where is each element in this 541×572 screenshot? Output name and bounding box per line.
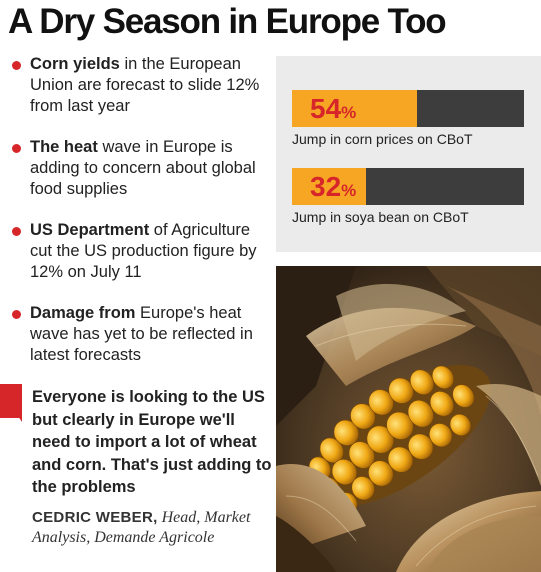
stat-number: 32 — [310, 171, 342, 202]
quote-attribution: CEDRIC WEBER, Head, Market Analysis, Dem… — [32, 508, 272, 548]
bullet-dot-icon — [12, 61, 21, 70]
stat-unit: % — [341, 103, 357, 122]
headline: A Dry Season in Europe Too — [8, 2, 447, 41]
bullet-text: Corn yields in the European Union are fo… — [30, 54, 270, 117]
stat-bar-track: 32% — [292, 168, 524, 205]
stat-label: Jump in corn prices on CBoT — [292, 131, 473, 147]
bullet-item: Damage from Europe's heat wave has yet t… — [12, 303, 270, 366]
bullet-dot-icon — [12, 144, 21, 153]
bullet-lead: Damage from — [30, 304, 136, 322]
quote-author-role: Head, Market Analysis, Demande Agricole — [32, 509, 251, 546]
stat-bar-fill — [292, 168, 367, 205]
bullet-rest: wave in Europe is adding to concern abou… — [30, 138, 256, 198]
bullet-item: The heat wave in Europe is adding to con… — [12, 137, 270, 200]
dried-corn-photo — [276, 266, 541, 572]
bullet-rest: in the European Union are forecast to sl… — [30, 55, 260, 115]
stat-bar-track: 54% — [292, 90, 524, 127]
bullet-item: US Department of Agriculture cut the US … — [12, 220, 270, 283]
bullet-text: The heat wave in Europe is adding to con… — [30, 137, 270, 200]
bullet-text: US Department of Agriculture cut the US … — [30, 220, 270, 283]
corn-cob-illustration — [276, 266, 541, 572]
bullet-rest: of Agriculture cut the US production fig… — [30, 221, 257, 281]
stat-value: 54% — [310, 92, 356, 130]
bullet-lead: Corn yields — [30, 55, 120, 73]
stat-value: 32% — [310, 170, 356, 208]
stats-panel: 54% Jump in corn prices on CBoT 32% Jump… — [276, 56, 541, 252]
quote-author: CEDRIC WEBER, — [32, 509, 158, 526]
stat-label: Jump in soya bean on CBoT — [292, 209, 469, 225]
stat-corn: 54% Jump in corn prices on CBoT — [292, 90, 524, 147]
bullet-lead: The heat — [30, 138, 98, 156]
stat-unit: % — [341, 181, 357, 200]
stat-bar-fill — [292, 90, 418, 127]
bullet-lead: US Department — [30, 221, 150, 239]
stat-number: 54 — [310, 93, 342, 124]
bullet-item: Corn yields in the European Union are fo… — [12, 54, 270, 117]
bullet-dot-icon — [12, 310, 21, 319]
bullet-text: Damage from Europe's heat wave has yet t… — [30, 303, 270, 366]
bullet-dot-icon — [12, 227, 21, 236]
stat-soya: 32% Jump in soya bean on CBoT — [292, 168, 524, 225]
pull-quote: Everyone is looking to the US but clearl… — [32, 388, 272, 496]
bullet-rest: Europe's heat wave has yet to be reflect… — [30, 304, 253, 364]
quote-marker-icon — [0, 384, 22, 422]
